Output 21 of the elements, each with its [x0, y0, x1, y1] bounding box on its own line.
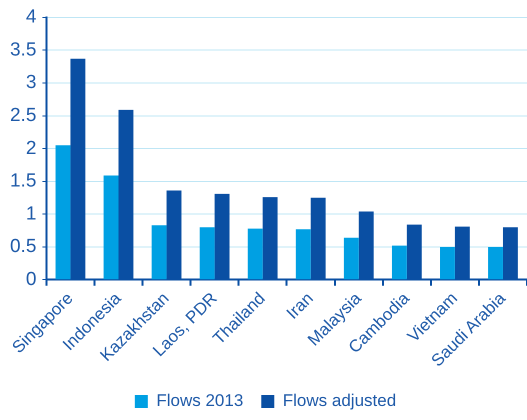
y-tick-label: 1.5 — [10, 170, 36, 192]
legend-label: Flows 2013 — [156, 391, 244, 410]
y-tick-label: 1 — [26, 203, 36, 224]
bar — [248, 228, 263, 280]
bar — [56, 145, 70, 280]
y-tick-label: 2 — [26, 138, 36, 159]
bar — [200, 227, 215, 280]
y-tick-label: 0.5 — [10, 236, 36, 258]
bar — [440, 246, 455, 280]
bar — [392, 246, 407, 280]
y-tick-label: 0 — [26, 268, 36, 290]
bar — [152, 225, 167, 280]
bar — [488, 246, 503, 280]
y-tick-label: 3.5 — [10, 39, 36, 60]
bar — [344, 238, 359, 280]
y-tick-label: 2.5 — [10, 105, 36, 126]
legend-label: Flows adjusted — [282, 391, 396, 410]
y-tick-label: 3 — [26, 72, 36, 94]
y-tick-label: 4 — [26, 6, 37, 28]
bar — [296, 229, 311, 280]
bar — [104, 175, 118, 280]
